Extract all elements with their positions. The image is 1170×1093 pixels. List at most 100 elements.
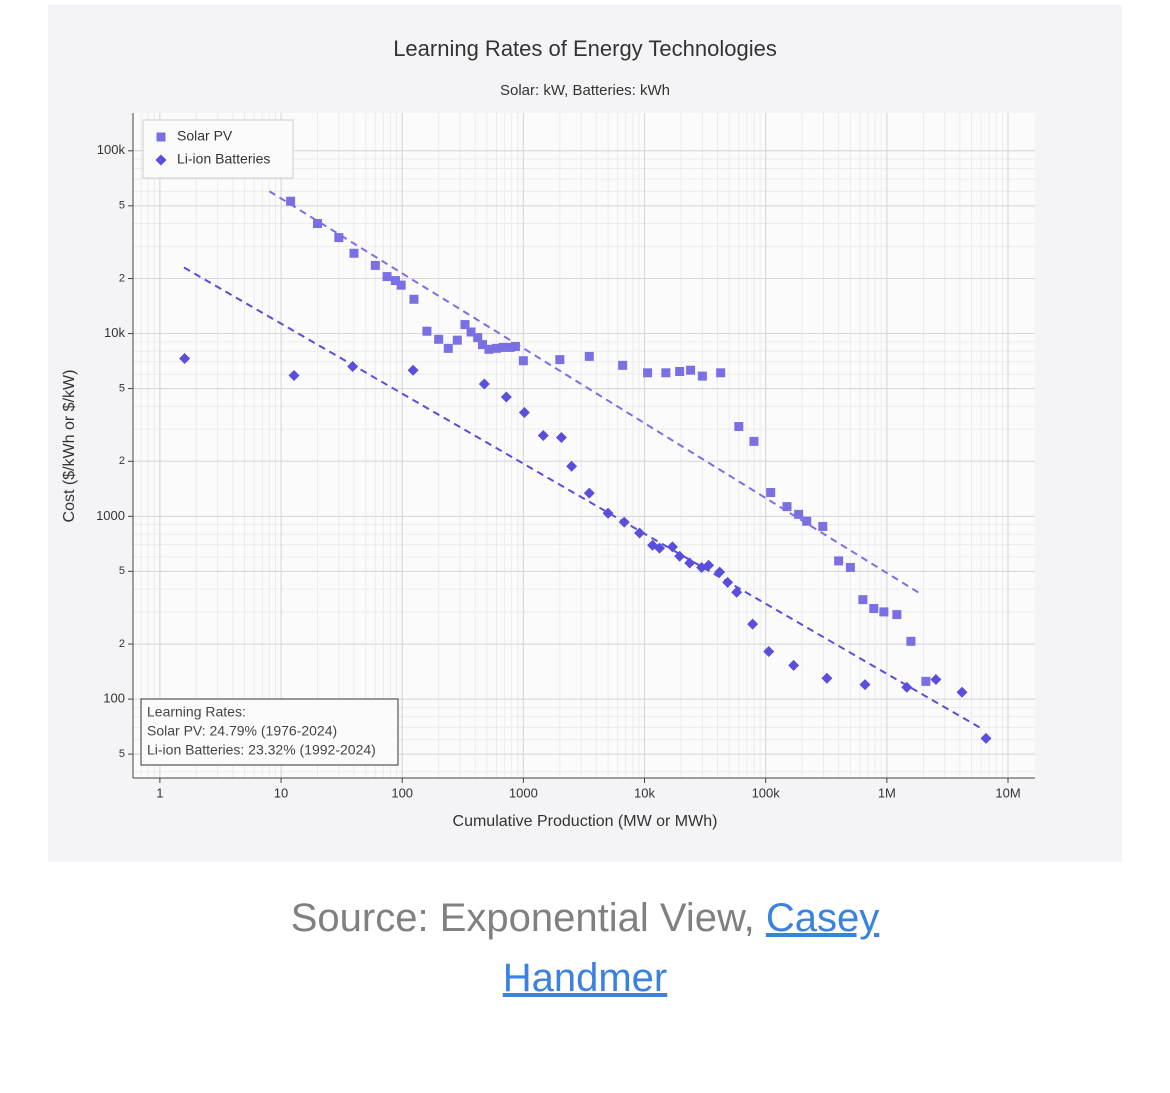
annotation-line: Learning Rates: [147,704,246,720]
y-tick-label: 100k [97,142,126,157]
chart-container: Learning Rates of Energy Technologies So… [48,5,1122,862]
y-tick-label: 5 [119,200,125,212]
data-point [518,406,530,418]
data-point [921,676,931,686]
data-point [537,429,549,441]
y-tick-label: 2 [119,272,125,284]
legend-marker [155,154,167,166]
data-point [703,559,715,571]
data-point [684,557,696,569]
data-point [555,431,567,443]
data-point [288,369,300,381]
data-point [491,343,501,353]
caption-text: Source: Exponential View, [290,896,755,940]
data-point [956,686,968,698]
data-point [714,566,726,578]
data-point [634,527,646,539]
chart: Learning Rates of Energy Technologies So… [61,36,1035,830]
data-point [686,365,696,375]
data-point [675,367,685,377]
data-point [794,509,804,519]
data-point [901,681,913,693]
data-point [869,604,879,614]
data-point [313,219,323,229]
data-point [666,541,678,553]
data-point [763,646,775,658]
chart-title: Learning Rates of Energy Technologies [393,36,777,61]
plot-area [133,113,1035,778]
data-point [583,487,595,499]
data-point [654,542,666,554]
data-point [747,618,759,630]
data-point [734,422,744,432]
data-point [478,378,490,390]
y-tick-label: 5 [119,565,125,577]
data-point [697,371,707,381]
data-point [930,673,942,685]
x-tick-label: 100 [391,785,413,800]
y-tick-label: 2 [119,638,125,650]
x-tick-label: 10k [634,785,655,800]
data-point [505,342,515,352]
data-point [460,320,470,330]
x-tick-label: 10M [995,785,1020,800]
legend: Solar PV Li-ion Batteries [142,119,294,179]
data-point [766,488,776,498]
data-point [510,341,520,351]
annotation-line: Solar PV: 24.79% (1976-2024) [147,723,337,739]
data-point [396,280,406,290]
data-point [286,196,296,206]
data-point [618,516,630,528]
legend-marker [156,132,166,142]
data-point [661,368,671,378]
data-point [879,607,889,617]
data-point [443,343,453,353]
data-point [484,344,494,354]
data-point [980,732,992,744]
caption-link[interactable]: Casey Handmer [502,896,880,1000]
data-point [555,355,565,365]
data-point [722,576,734,588]
legend-box [142,119,294,179]
data-point [731,586,743,598]
data-point [518,356,528,366]
legend-label: Solar PV [177,128,233,144]
data-point [674,550,686,562]
data-point [749,436,759,446]
x-axis-label: Cumulative Production (MW or MWh) [453,813,718,830]
caption: Source: Exponential View, Casey Handmer [235,888,935,1008]
y-tick-label: 5 [119,748,125,760]
y-axis-label: Cost ($/kWh or $/kW) [61,370,78,523]
data-point [349,248,359,258]
y-tick-label: 1000 [96,508,125,523]
y-tick-label: 100 [103,691,125,706]
chart-subtitle: Solar: kW, Batteries: kWh [500,82,670,99]
data-point [382,272,392,282]
data-point [466,327,476,337]
annotation-box [140,698,399,766]
data-point [566,460,578,472]
data-point [834,556,844,566]
y-tick-label: 10k [104,325,125,340]
data-point [334,233,344,243]
data-point [643,368,653,378]
data-point [845,562,855,572]
data-point [370,260,380,270]
data-point [347,361,359,373]
data-point [906,636,916,646]
data-point [478,340,488,350]
x-tick-label: 1000 [509,785,538,800]
trend-line [268,190,921,595]
x-tick-label: 100k [752,785,781,800]
annotation-line: Li-ion Batteries: 23.32% (1992-2024) [147,742,376,758]
data-point [407,364,419,376]
data-point [473,333,483,343]
data-point [584,351,594,361]
data-point [782,502,792,512]
data-point [618,360,628,370]
data-point [409,294,419,304]
x-tick-label: 1M [878,785,896,800]
data-point [422,326,432,336]
data-point [892,610,902,620]
